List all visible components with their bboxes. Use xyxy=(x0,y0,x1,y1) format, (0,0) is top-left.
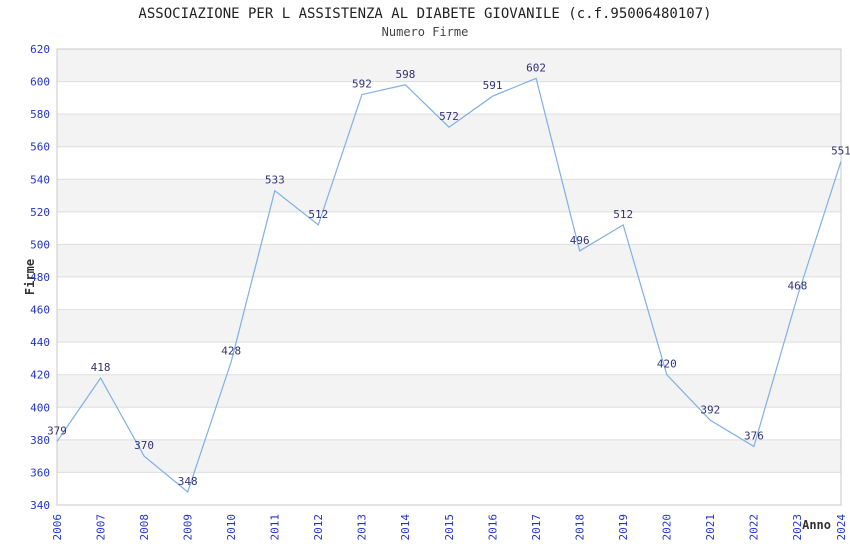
plot-band xyxy=(57,49,841,82)
data-line xyxy=(56,77,842,494)
plot-band xyxy=(57,114,841,147)
y-tick-label: 560 xyxy=(30,141,50,154)
x-tick-label: 2017 xyxy=(530,514,543,541)
x-tick-label: 2014 xyxy=(399,514,412,541)
x-tick-label: 2022 xyxy=(748,514,761,541)
chart-subtitle: Numero Firme xyxy=(381,25,469,39)
y-tick-label: 540 xyxy=(30,173,50,186)
data-label: 348 xyxy=(178,475,198,488)
data-label: 602 xyxy=(526,61,546,74)
y-tick-label: 600 xyxy=(30,76,50,89)
y-tick-label: 500 xyxy=(30,238,50,251)
x-tick-label: 2020 xyxy=(661,514,674,541)
plot-band xyxy=(57,179,841,212)
y-tick-label: 620 xyxy=(30,43,50,56)
y-tick-label: 460 xyxy=(30,304,50,317)
plot-band xyxy=(57,472,841,505)
data-label: 496 xyxy=(570,234,590,247)
plot-band xyxy=(57,81,841,115)
y-tick-label: 440 xyxy=(30,336,50,349)
x-tick-label: 2019 xyxy=(617,514,630,541)
data-label: 551 xyxy=(831,144,850,157)
plot-band xyxy=(57,277,841,310)
x-tick-label: 2009 xyxy=(182,514,195,541)
chart-title: ASSOCIAZIONE PER L ASSISTENZA AL DIABETE… xyxy=(138,6,712,22)
x-tick-label: 2013 xyxy=(356,514,369,541)
x-tick-label: 2010 xyxy=(225,514,238,541)
y-tick-label: 580 xyxy=(30,108,50,121)
y-tick-label: 360 xyxy=(30,466,50,479)
x-axis-title: Anno xyxy=(802,518,831,532)
data-label: 592 xyxy=(352,78,372,91)
x-tick-label: 2007 xyxy=(94,514,107,541)
plot-band xyxy=(57,374,841,408)
data-label: 591 xyxy=(483,79,503,92)
y-axis-title: Firme xyxy=(23,259,37,295)
y-tick-label: 380 xyxy=(30,434,50,447)
data-label: 379 xyxy=(47,425,67,438)
data-label: 420 xyxy=(657,358,677,371)
data-label: 392 xyxy=(700,403,720,416)
data-label: 533 xyxy=(265,174,285,187)
plot-band xyxy=(57,439,841,473)
data-label: 598 xyxy=(395,68,415,81)
plot-band xyxy=(57,211,841,245)
x-tick-label: 2021 xyxy=(704,514,717,541)
x-tick-label: 2015 xyxy=(443,514,456,541)
x-tick-label: 2006 xyxy=(51,514,64,541)
y-tick-label: 340 xyxy=(30,499,50,512)
plot-band xyxy=(57,146,841,180)
plot-band xyxy=(57,244,841,277)
data-label: 428 xyxy=(221,345,241,358)
x-tick-label: 2011 xyxy=(269,514,282,541)
x-tick-label: 2008 xyxy=(138,514,151,541)
y-tick-label: 520 xyxy=(30,206,50,219)
data-label: 370 xyxy=(134,439,154,452)
plot-band xyxy=(57,342,841,375)
data-label: 512 xyxy=(308,208,328,221)
x-tick-label: 2024 xyxy=(835,514,848,541)
data-label: 376 xyxy=(744,429,764,442)
data-label: 468 xyxy=(787,280,807,293)
y-tick-label: 480 xyxy=(30,271,50,284)
data-label: 572 xyxy=(439,110,459,123)
plot-band xyxy=(57,407,841,440)
y-tick-label: 400 xyxy=(30,401,50,414)
x-tick-label: 2016 xyxy=(486,514,499,541)
x-tick-label: 2023 xyxy=(791,514,804,541)
x-tick-label: 2012 xyxy=(312,514,325,541)
data-label: 418 xyxy=(91,361,111,374)
x-tick-label: 2018 xyxy=(574,514,587,541)
plot-border xyxy=(56,48,842,506)
y-tick-label: 420 xyxy=(30,369,50,382)
data-label: 512 xyxy=(613,208,633,221)
plot-band xyxy=(57,309,841,343)
